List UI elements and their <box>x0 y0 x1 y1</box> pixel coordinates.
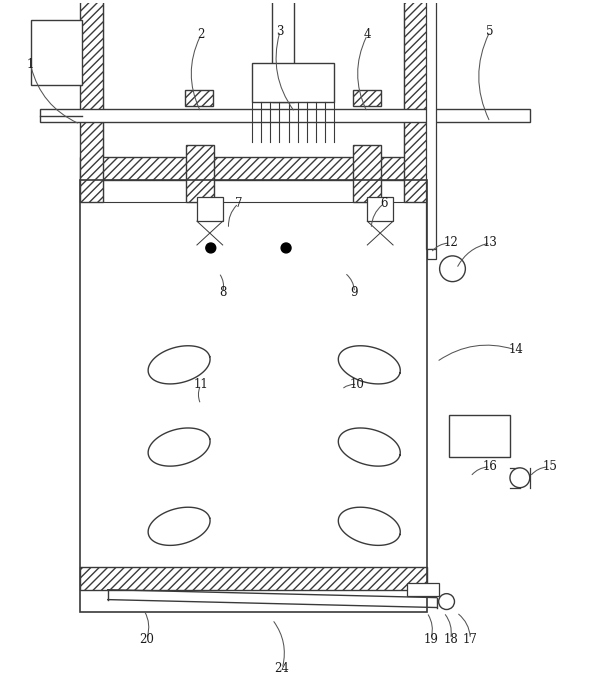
Circle shape <box>281 243 291 253</box>
Bar <box>41 109 530 122</box>
Bar <box>197 198 223 221</box>
Text: 12: 12 <box>443 237 458 249</box>
Text: 18: 18 <box>443 633 458 646</box>
Text: 11: 11 <box>194 378 209 391</box>
Text: 10: 10 <box>350 378 365 391</box>
Text: 15: 15 <box>542 460 557 473</box>
Circle shape <box>510 468 530 488</box>
Text: 2: 2 <box>197 29 204 42</box>
Bar <box>353 90 381 106</box>
Text: 24: 24 <box>274 663 290 675</box>
Text: 19: 19 <box>423 633 438 646</box>
Bar <box>368 198 393 221</box>
Text: 4: 4 <box>363 29 371 42</box>
Text: 1: 1 <box>27 58 34 71</box>
Bar <box>272 0 294 102</box>
Text: 6: 6 <box>380 197 388 210</box>
Bar <box>80 0 103 203</box>
Bar <box>186 145 214 203</box>
Circle shape <box>439 594 455 610</box>
Bar <box>80 157 427 180</box>
Text: 20: 20 <box>139 633 154 646</box>
Bar <box>253 63 333 102</box>
Text: 16: 16 <box>483 460 498 473</box>
Bar <box>427 249 436 259</box>
Text: 8: 8 <box>219 286 226 299</box>
Text: 13: 13 <box>483 237 498 249</box>
Text: 3: 3 <box>276 24 284 38</box>
Bar <box>31 20 82 84</box>
Bar <box>80 567 427 590</box>
Bar <box>353 145 381 203</box>
Text: 14: 14 <box>508 344 524 356</box>
Text: 7: 7 <box>235 197 242 210</box>
Bar <box>80 180 427 612</box>
Circle shape <box>439 256 465 282</box>
Bar <box>407 583 439 596</box>
Bar <box>449 416 510 457</box>
Text: 9: 9 <box>350 286 358 299</box>
Circle shape <box>206 243 216 253</box>
Bar <box>185 90 213 106</box>
Bar <box>404 0 427 203</box>
Text: 17: 17 <box>463 633 478 646</box>
Bar <box>426 0 436 249</box>
Bar <box>103 0 404 203</box>
Text: 5: 5 <box>487 24 494 38</box>
